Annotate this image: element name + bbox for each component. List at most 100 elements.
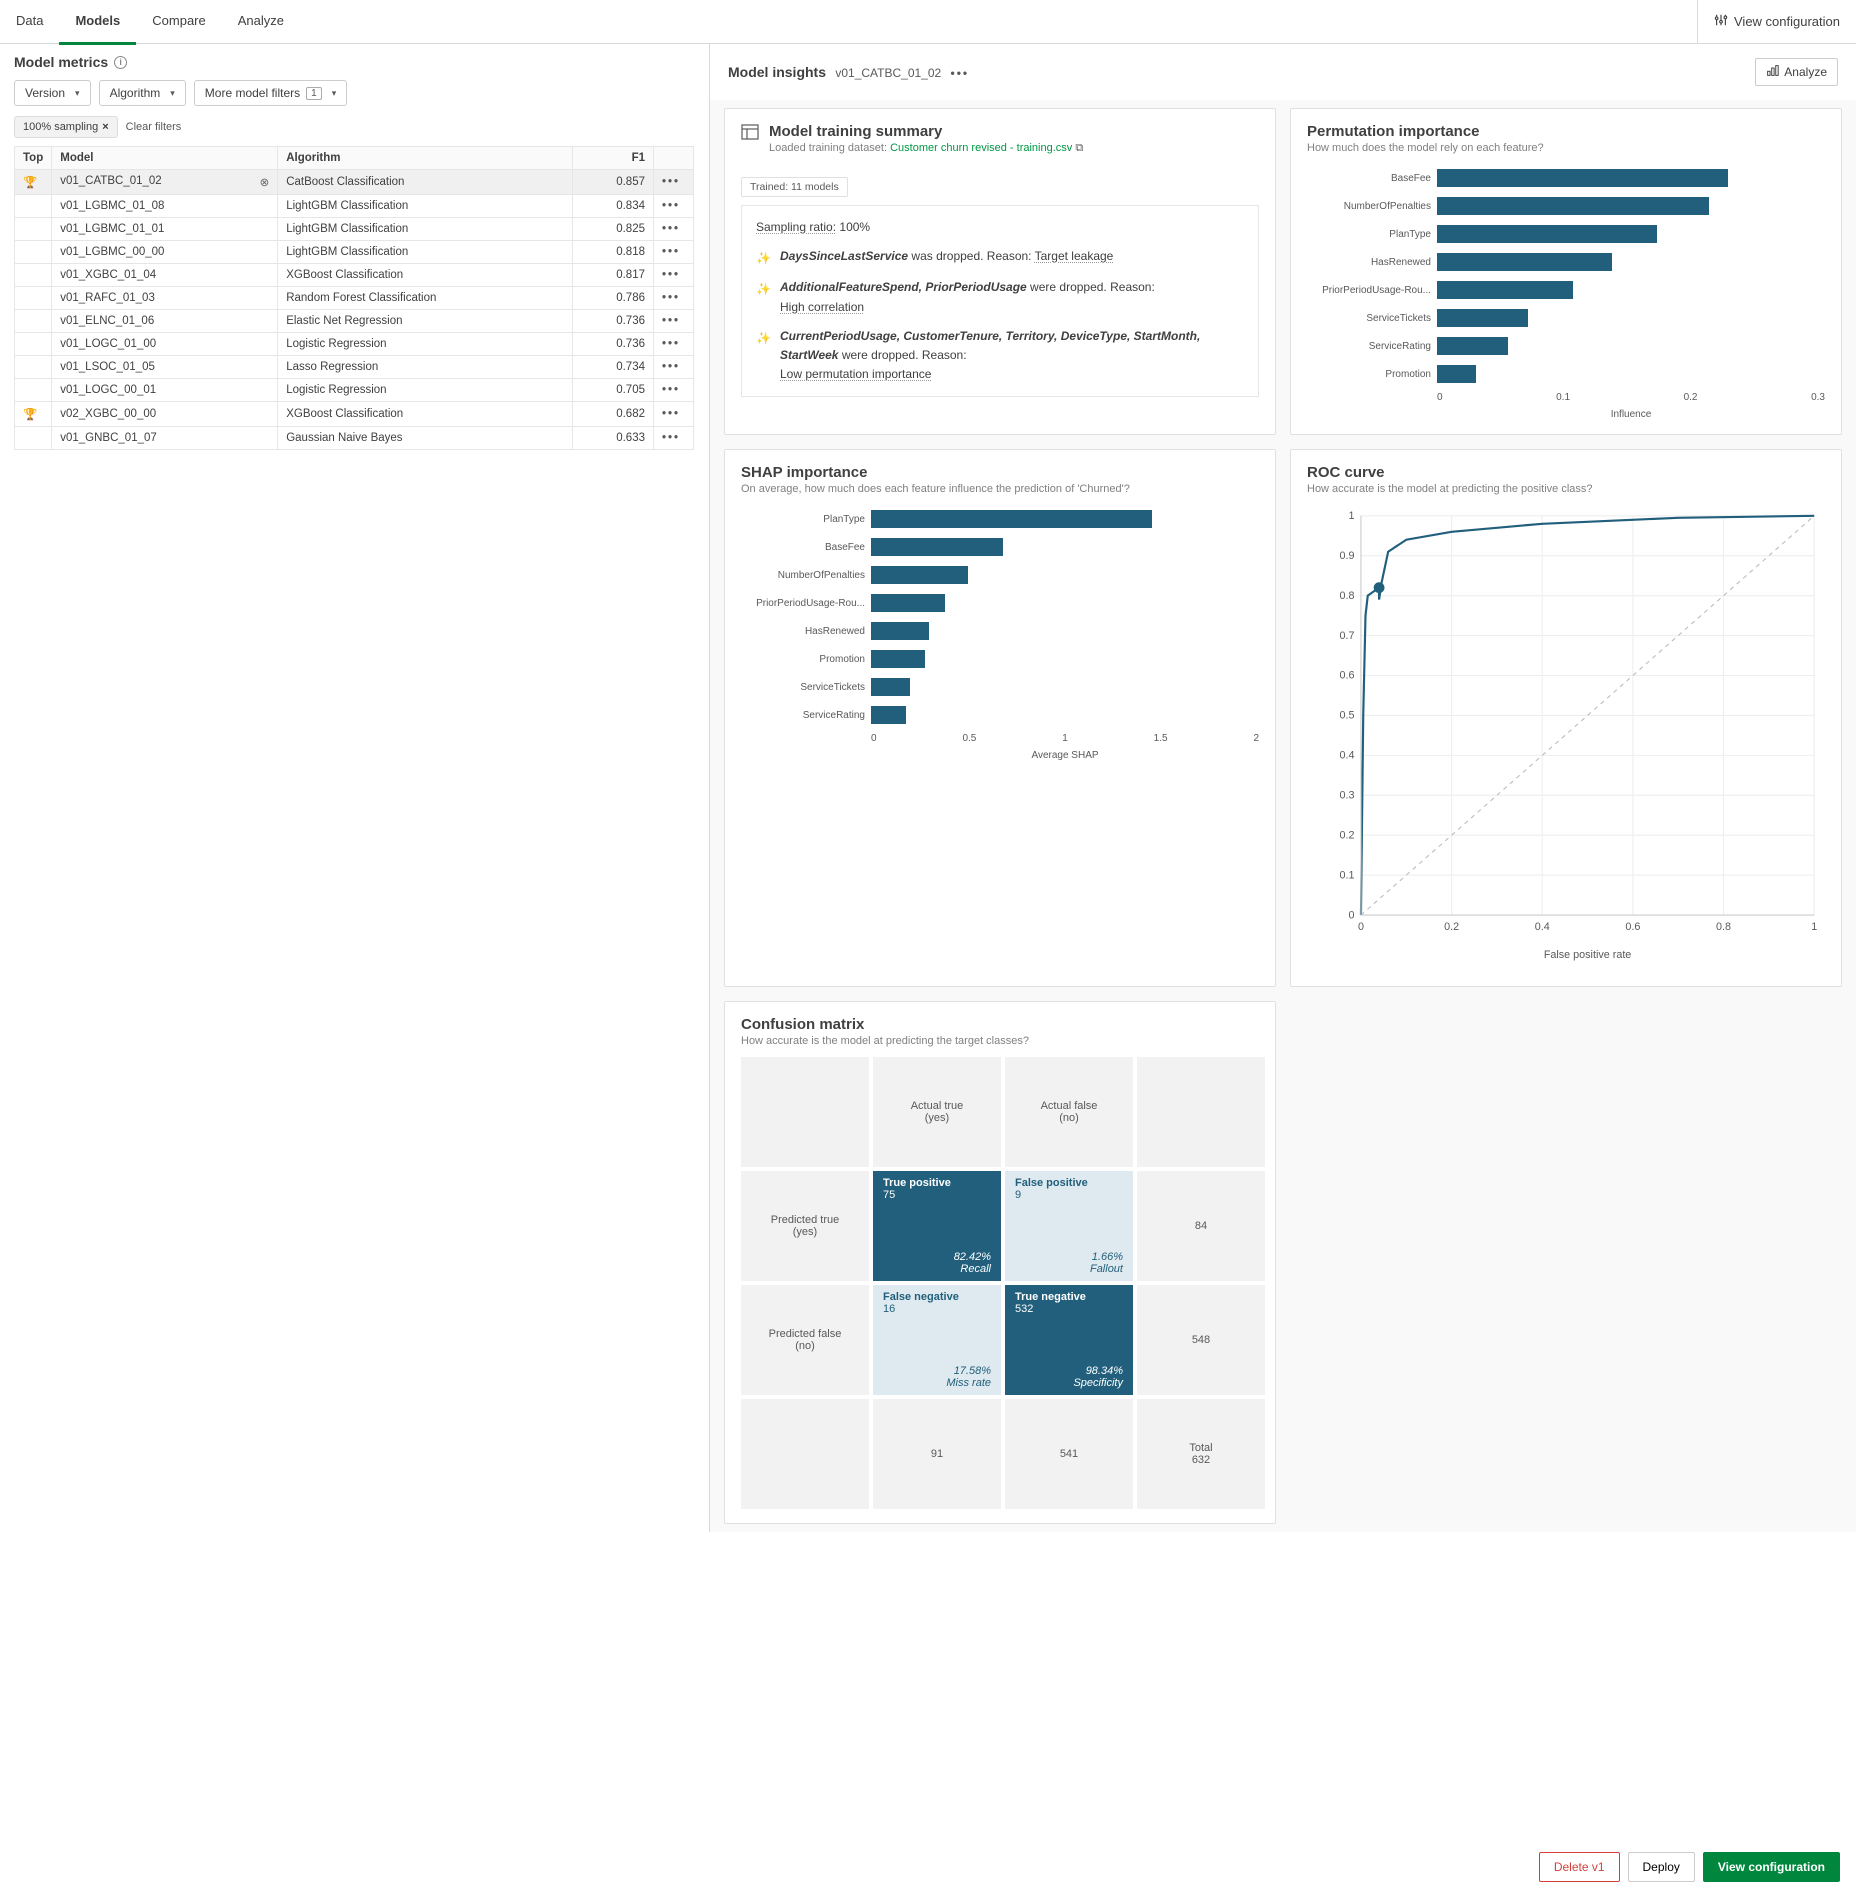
tab-models[interactable]: Models — [59, 0, 136, 45]
row-actions[interactable]: ••• — [654, 427, 694, 450]
dataset-link[interactable]: Customer churn revised - training.csv — [890, 142, 1072, 154]
external-icon: ⧉ — [1075, 142, 1083, 154]
cm-row2-sum: 548 — [1137, 1285, 1265, 1395]
cm-actual-false: Actual false (no) — [1005, 1057, 1133, 1167]
svg-text:0.2: 0.2 — [1444, 921, 1459, 933]
more-filters[interactable]: More model filters 1 — [194, 80, 347, 106]
top-cell — [15, 241, 52, 264]
hbar — [871, 594, 945, 612]
cm-total: Total632 — [1137, 1399, 1265, 1509]
hbar — [1437, 253, 1612, 271]
hbar — [1437, 309, 1528, 327]
models-table: Top Model Algorithm F1 🏆 v01_CATBC_01_02… — [14, 146, 694, 450]
top-bar: Data Models Compare Analyze View configu… — [0, 0, 1856, 44]
model-cell: v01_LGBMC_01_08 — [52, 195, 278, 218]
deploy-button[interactable]: Deploy — [1628, 1852, 1695, 1882]
table-row[interactable]: v01_LGBMC_00_00 LightGBM Classification … — [15, 241, 694, 264]
table-row[interactable]: v01_LGBMC_01_01 LightGBM Classification … — [15, 218, 694, 241]
row-actions[interactable]: ••• — [654, 333, 694, 356]
row-actions[interactable]: ••• — [654, 379, 694, 402]
hbar-label: Promotion — [741, 654, 871, 665]
col-algo[interactable]: Algorithm — [278, 147, 573, 170]
row-actions[interactable]: ••• — [654, 170, 694, 195]
table-row[interactable]: v01_XGBC_01_04 XGBoost Classification 0.… — [15, 264, 694, 287]
tab-analyze[interactable]: Analyze — [222, 0, 300, 45]
algo-cell: XGBoost Classification — [278, 264, 573, 287]
confusion-grid: Actual true (yes) Actual false (no) Pred… — [741, 1057, 1259, 1509]
cm-row1-sum: 84 — [1137, 1171, 1265, 1281]
analyze-button[interactable]: Analyze — [1755, 58, 1838, 86]
hbar-row: Promotion — [741, 645, 1259, 673]
sampling-chip[interactable]: 100% sampling × — [14, 116, 118, 138]
table-row[interactable]: v01_LOGC_01_00 Logistic Regression 0.736… — [15, 333, 694, 356]
algorithm-filter[interactable]: Algorithm — [99, 80, 186, 106]
view-configuration-top[interactable]: View configuration — [1697, 0, 1856, 43]
svg-text:0.6: 0.6 — [1625, 921, 1640, 933]
row-actions[interactable]: ••• — [654, 356, 694, 379]
hbar-label: NumberOfPenalties — [741, 570, 871, 581]
cm-sub: How accurate is the model at predicting … — [741, 1035, 1259, 1047]
table-row[interactable]: v01_LSOC_01_05 Lasso Regression 0.734 ••… — [15, 356, 694, 379]
cm-col1-sum: 91 — [873, 1399, 1001, 1509]
table-row[interactable]: 🏆 v02_XGBC_00_00 XGBoost Classification … — [15, 402, 694, 427]
algo-cell: XGBoost Classification — [278, 402, 573, 427]
svg-text:1: 1 — [1348, 510, 1354, 522]
model-cell: v01_CATBC_01_02 ⊗ — [52, 170, 278, 195]
hbar-label: BaseFee — [1307, 173, 1437, 184]
tab-compare[interactable]: Compare — [136, 0, 221, 45]
cm-blank — [1137, 1057, 1265, 1167]
algo-cell: Logistic Regression — [278, 333, 573, 356]
f1-cell: 0.736 — [573, 310, 654, 333]
table-row[interactable]: v01_LOGC_00_01 Logistic Regression 0.705… — [15, 379, 694, 402]
row-actions[interactable]: ••• — [654, 241, 694, 264]
algo-cell: Gaussian Naive Bayes — [278, 427, 573, 450]
tab-data[interactable]: Data — [0, 0, 59, 45]
hbar-row: HasRenewed — [741, 617, 1259, 645]
table-row[interactable]: 🏆 v01_CATBC_01_02 ⊗ CatBoost Classificat… — [15, 170, 694, 195]
table-row[interactable]: v01_GNBC_01_07 Gaussian Naive Bayes 0.63… — [15, 427, 694, 450]
top-cell — [15, 264, 52, 287]
r2-feature: AdditionalFeatureSpend, PriorPeriodUsage — [780, 280, 1027, 294]
table-row[interactable]: v01_ELNC_01_06 Elastic Net Regression 0.… — [15, 310, 694, 333]
clear-filters[interactable]: Clear filters — [126, 121, 182, 133]
top-cell — [15, 427, 52, 450]
r1-reason: Target leakage — [1035, 249, 1114, 263]
table-row[interactable]: v01_RAFC_01_03 Random Forest Classificat… — [15, 287, 694, 310]
row-actions[interactable]: ••• — [654, 195, 694, 218]
hbar — [1437, 197, 1709, 215]
sliders-icon — [1714, 13, 1728, 30]
svg-text:0.7: 0.7 — [1339, 630, 1354, 642]
algo-cell: Elastic Net Regression — [278, 310, 573, 333]
col-f1[interactable]: F1 — [573, 147, 654, 170]
row-actions[interactable]: ••• — [654, 218, 694, 241]
delete-button[interactable]: Delete v1 — [1539, 1852, 1620, 1882]
hbar — [871, 706, 906, 724]
row-actions[interactable]: ••• — [654, 264, 694, 287]
row-actions[interactable]: ••• — [654, 287, 694, 310]
pin-icon[interactable]: ⊗ — [260, 175, 270, 189]
shap-chart: PlanType BaseFee NumberOfPenalties Prior… — [741, 505, 1259, 761]
hbar-row: PriorPeriodUsage-Rou... — [741, 589, 1259, 617]
loaded-label: Loaded training dataset: — [769, 142, 887, 154]
view-configuration-button[interactable]: View configuration — [1703, 1852, 1840, 1882]
close-icon[interactable]: × — [102, 121, 108, 133]
hbar — [1437, 169, 1728, 187]
top-cell — [15, 379, 52, 402]
f1-cell: 0.734 — [573, 356, 654, 379]
hbar-row: ServiceRating — [1307, 332, 1825, 360]
row-actions[interactable]: ••• — [654, 402, 694, 427]
svg-text:0.6: 0.6 — [1339, 670, 1354, 682]
algo-cell: LightGBM Classification — [278, 218, 573, 241]
table-row[interactable]: v01_LGBMC_01_08 LightGBM Classification … — [15, 195, 694, 218]
algo-cell: Lasso Regression — [278, 356, 573, 379]
col-top[interactable]: Top — [15, 147, 52, 170]
version-filter[interactable]: Version — [14, 80, 91, 106]
insights-more-icon[interactable]: ••• — [951, 66, 970, 80]
hbar-row: NumberOfPenalties — [741, 561, 1259, 589]
algo-cell: Random Forest Classification — [278, 287, 573, 310]
row-actions[interactable]: ••• — [654, 310, 694, 333]
info-icon[interactable]: i — [114, 56, 127, 69]
hbar-label: NumberOfPenalties — [1307, 201, 1437, 212]
col-model[interactable]: Model — [52, 147, 278, 170]
shap-card: SHAP importance On average, how much doe… — [724, 449, 1276, 987]
